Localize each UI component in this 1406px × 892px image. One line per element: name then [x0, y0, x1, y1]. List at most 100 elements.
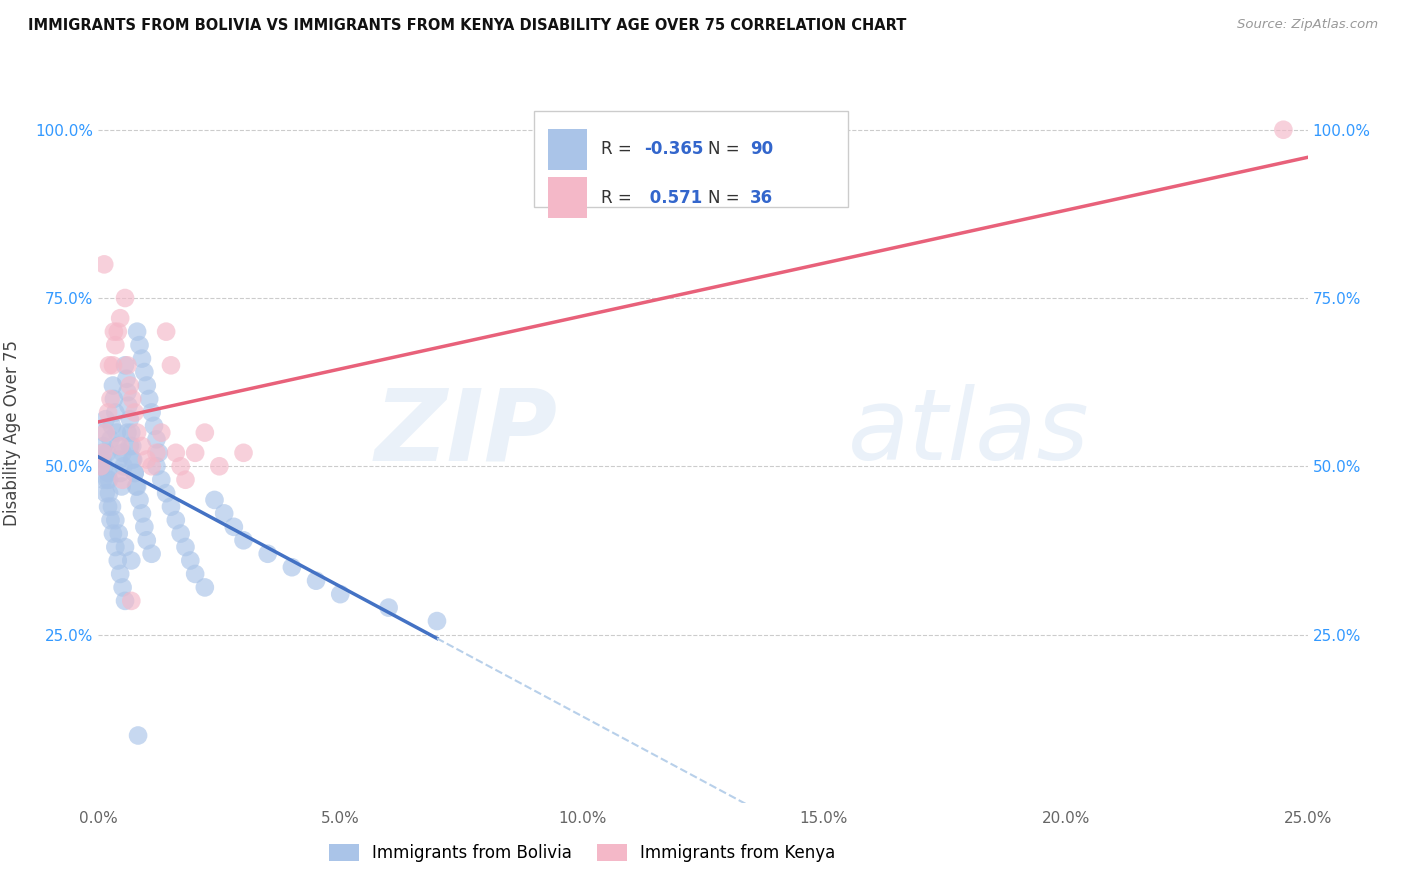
Point: [127, 425, 149, 440]
Point: [135, 533, 157, 548]
Point: [145, 446, 167, 460]
Point: [134, 365, 156, 379]
Point: [104, 513, 127, 527]
Point: [222, 520, 245, 534]
Point: [174, 473, 197, 487]
Point: [117, 359, 139, 373]
Point: [107, 526, 129, 541]
Point: [134, 520, 156, 534]
Point: [143, 418, 166, 433]
Point: [107, 553, 129, 567]
Point: [91, 446, 114, 460]
Legend: Immigrants from Bolivia, Immigrants from Kenya: Immigrants from Bolivia, Immigrants from…: [322, 837, 842, 869]
Point: [117, 385, 139, 400]
Point: [101, 526, 124, 541]
Point: [212, 507, 235, 521]
Point: [256, 547, 278, 561]
Point: [121, 392, 143, 406]
Point: [104, 540, 127, 554]
Point: [111, 473, 134, 487]
Point: [208, 459, 231, 474]
Point: [131, 439, 153, 453]
Point: [98, 359, 121, 373]
Point: [103, 392, 125, 406]
Point: [108, 311, 131, 326]
Point: [160, 500, 183, 514]
Point: [281, 560, 304, 574]
Point: [127, 325, 149, 339]
Text: -0.365: -0.365: [644, 140, 703, 159]
Point: [101, 378, 124, 392]
Point: [115, 372, 138, 386]
Point: [155, 486, 177, 500]
Point: [184, 566, 207, 581]
Point: [179, 553, 201, 567]
Point: [100, 392, 122, 406]
Point: [165, 513, 187, 527]
Point: [91, 446, 114, 460]
Point: [165, 446, 187, 460]
Point: [128, 492, 150, 507]
Text: R =: R =: [602, 188, 643, 207]
Point: [101, 418, 124, 433]
Point: [141, 459, 163, 474]
Point: [107, 439, 129, 453]
FancyBboxPatch shape: [534, 111, 848, 207]
Point: [232, 533, 254, 548]
Point: [131, 351, 153, 366]
Point: [120, 425, 142, 440]
Point: [104, 405, 127, 419]
Text: N =: N =: [707, 140, 745, 159]
Point: [108, 466, 131, 480]
Point: [108, 566, 131, 581]
Point: [107, 452, 129, 467]
Point: [1272, 122, 1295, 136]
Point: [120, 594, 142, 608]
Point: [96, 473, 118, 487]
Point: [100, 513, 122, 527]
Point: [121, 452, 143, 467]
Point: [232, 446, 254, 460]
Point: [112, 459, 135, 474]
Point: [101, 500, 124, 514]
Point: [305, 574, 328, 588]
Point: [150, 425, 173, 440]
Point: [111, 479, 134, 493]
Point: [194, 425, 217, 440]
Point: [127, 479, 149, 493]
Point: [184, 446, 207, 460]
Point: [90, 459, 112, 474]
Point: [98, 473, 121, 487]
Point: [94, 425, 117, 440]
Point: [174, 540, 197, 554]
Point: [169, 526, 191, 541]
Point: [169, 459, 191, 474]
Point: [329, 587, 352, 601]
Point: [118, 378, 141, 392]
Point: [124, 466, 146, 480]
Point: [118, 412, 141, 426]
Point: [97, 405, 120, 419]
Point: [98, 486, 121, 500]
Point: [114, 594, 136, 608]
Text: R =: R =: [602, 140, 637, 159]
Point: [377, 600, 399, 615]
Point: [104, 338, 127, 352]
Text: ZIP: ZIP: [375, 384, 558, 481]
Text: IMMIGRANTS FROM BOLIVIA VS IMMIGRANTS FROM KENYA DISABILITY AGE OVER 75 CORRELAT: IMMIGRANTS FROM BOLIVIA VS IMMIGRANTS FR…: [28, 18, 907, 33]
Point: [124, 405, 146, 419]
Point: [135, 378, 157, 392]
Point: [426, 614, 449, 628]
FancyBboxPatch shape: [548, 178, 586, 218]
Point: [135, 452, 157, 467]
Point: [114, 291, 136, 305]
Point: [141, 547, 163, 561]
Point: [93, 425, 115, 440]
Point: [93, 459, 115, 474]
Point: [111, 581, 134, 595]
Point: [117, 425, 139, 440]
Point: [114, 359, 136, 373]
Text: Source: ZipAtlas.com: Source: ZipAtlas.com: [1237, 18, 1378, 31]
Point: [122, 452, 145, 467]
Point: [121, 439, 143, 453]
